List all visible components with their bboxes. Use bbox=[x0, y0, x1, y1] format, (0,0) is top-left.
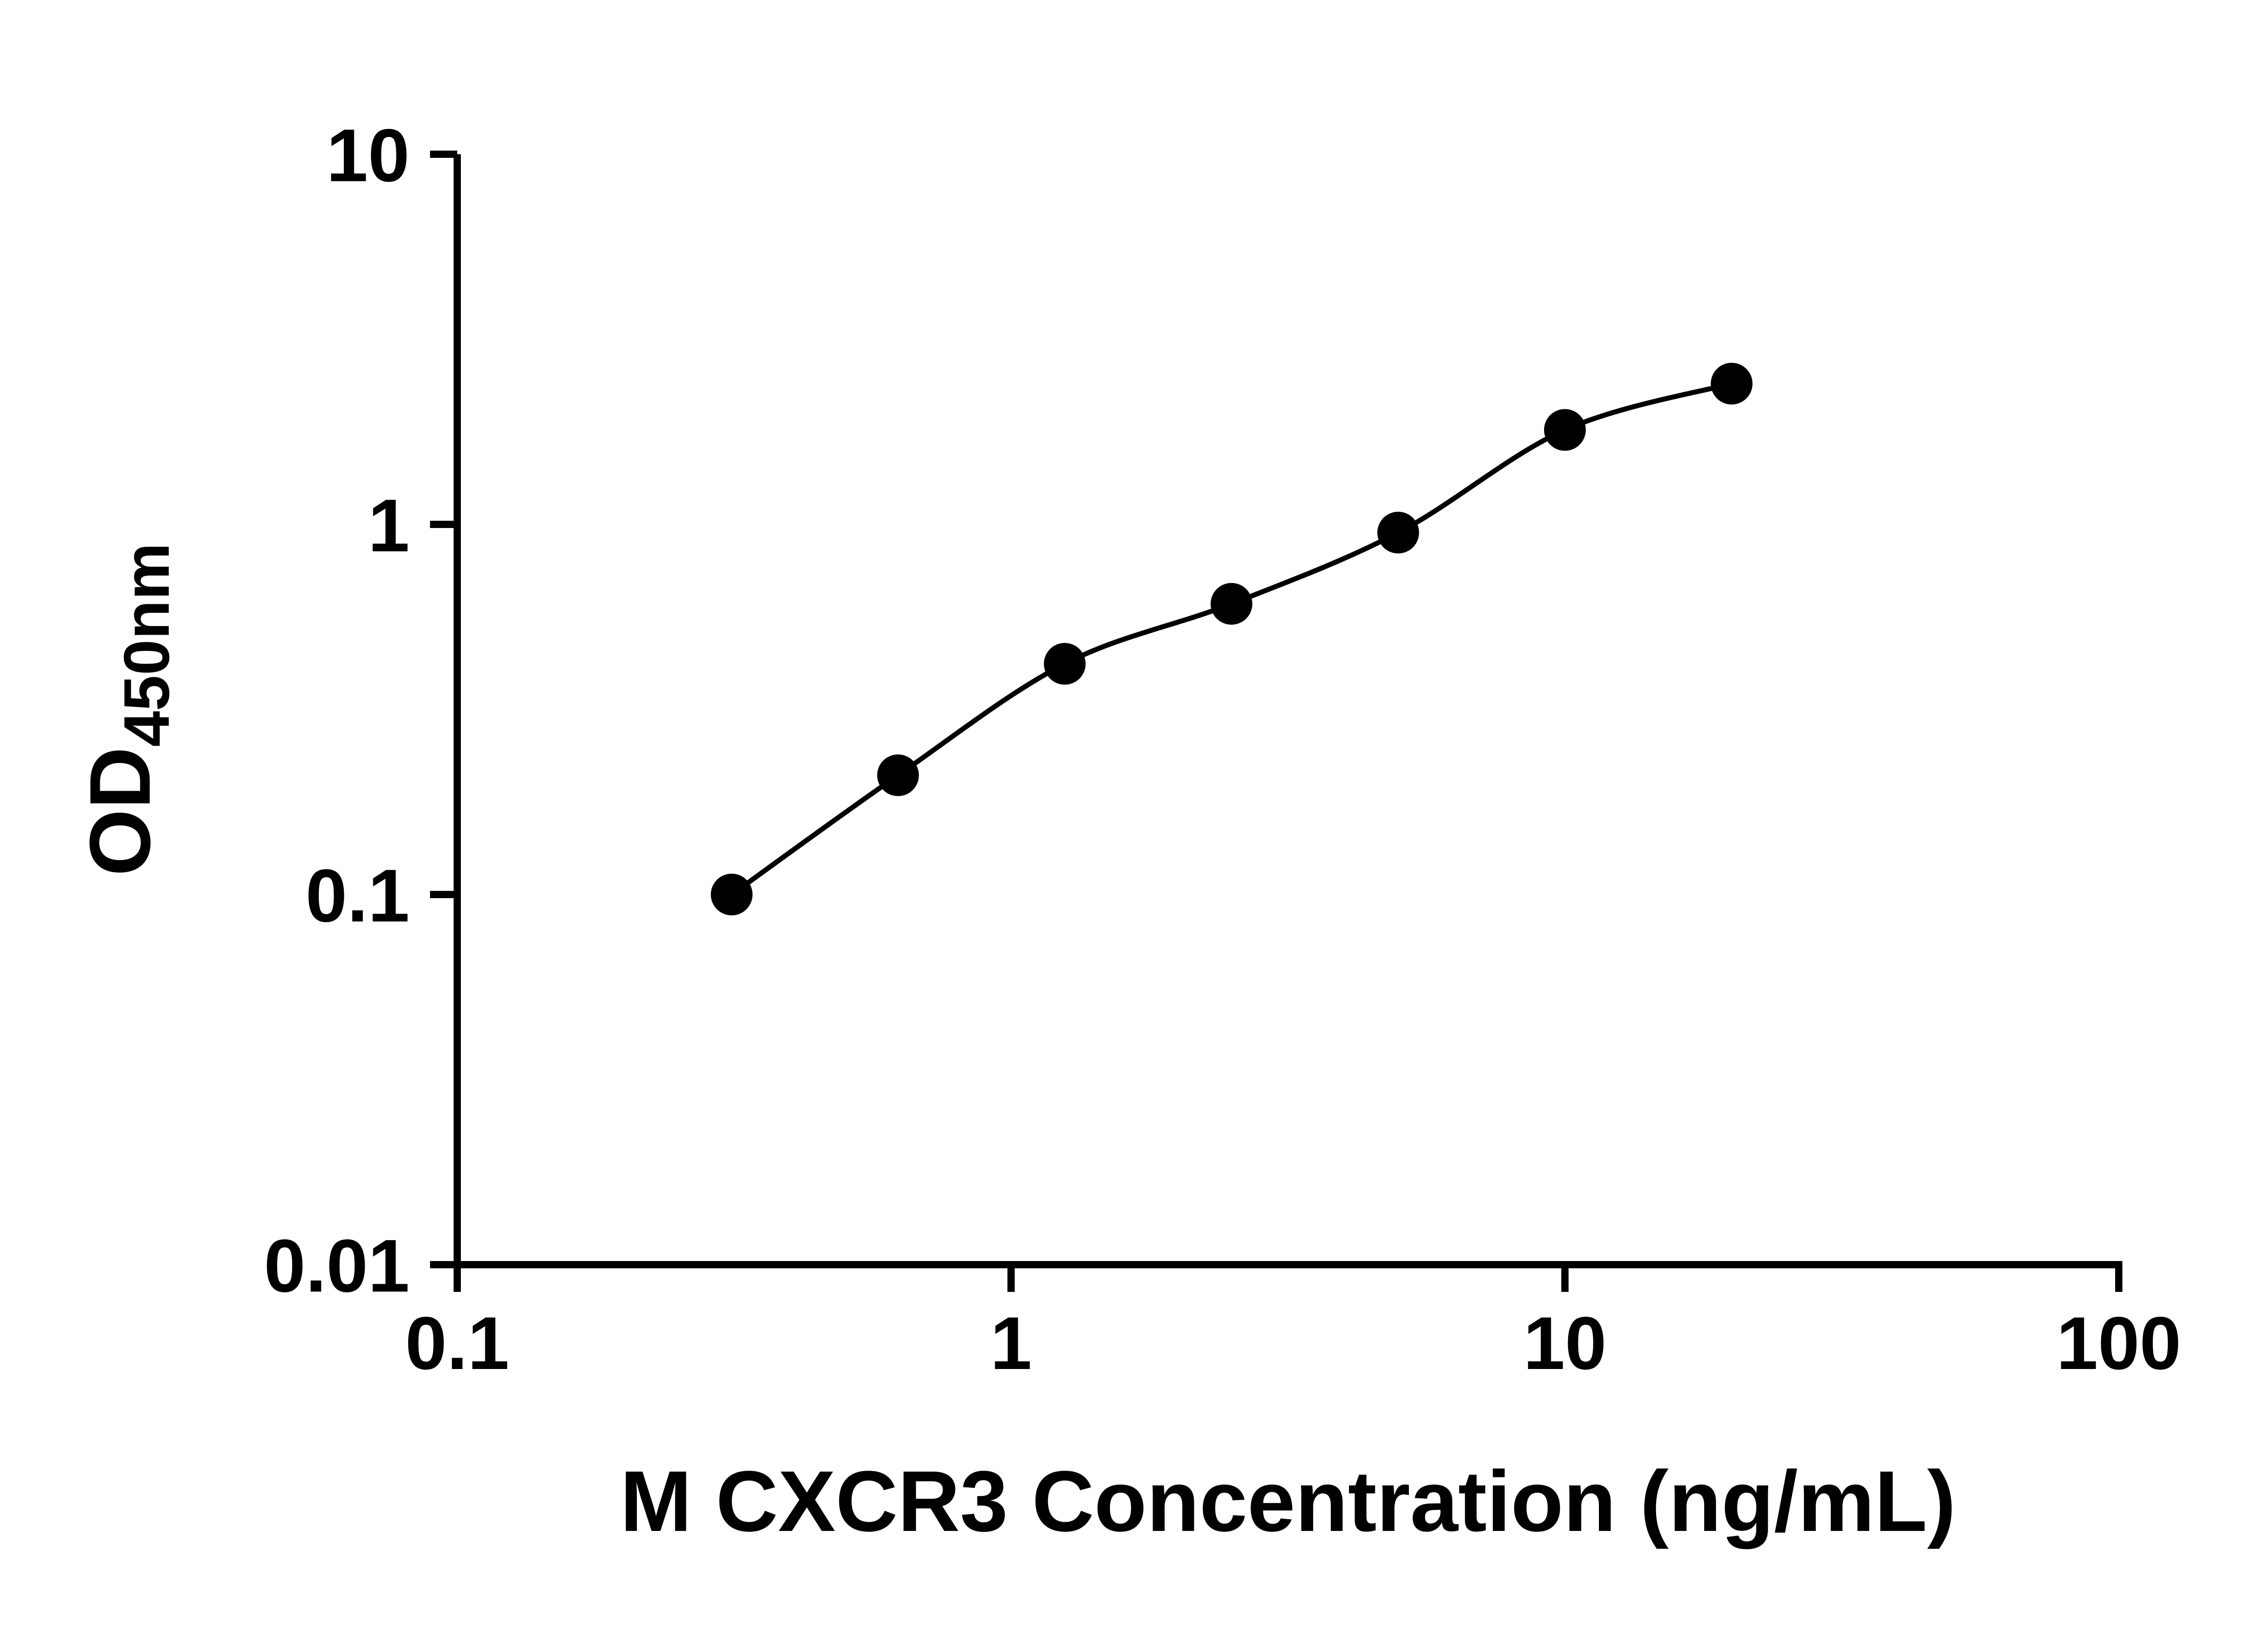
fit-curve bbox=[730, 381, 1733, 897]
y-tick-label: 1 bbox=[368, 484, 410, 567]
x-axis-title: M CXCR3 Concentration (ng/mL) bbox=[620, 1453, 1956, 1550]
y-axis-title-base: OD bbox=[72, 747, 168, 876]
x-tick-label: 0.1 bbox=[405, 1301, 509, 1385]
x-tick-label: 10 bbox=[1523, 1301, 1607, 1385]
y-tick-label: 10 bbox=[326, 113, 410, 197]
x-tick-label: 100 bbox=[2056, 1301, 2181, 1385]
data-point bbox=[1044, 643, 1086, 685]
data-point bbox=[877, 754, 919, 797]
y-tick-label: 0.1 bbox=[306, 854, 410, 937]
x-tick-label: 1 bbox=[990, 1301, 1032, 1385]
y-axis-title-subscript: 450nm bbox=[111, 543, 183, 747]
y-axis-title: OD450nm bbox=[72, 543, 183, 876]
data-point bbox=[1544, 409, 1586, 451]
data-point bbox=[1210, 583, 1252, 625]
data-point bbox=[1711, 362, 1753, 405]
y-tick-label: 0.01 bbox=[264, 1224, 410, 1307]
data-point bbox=[711, 874, 753, 915]
data-point bbox=[1377, 512, 1419, 554]
